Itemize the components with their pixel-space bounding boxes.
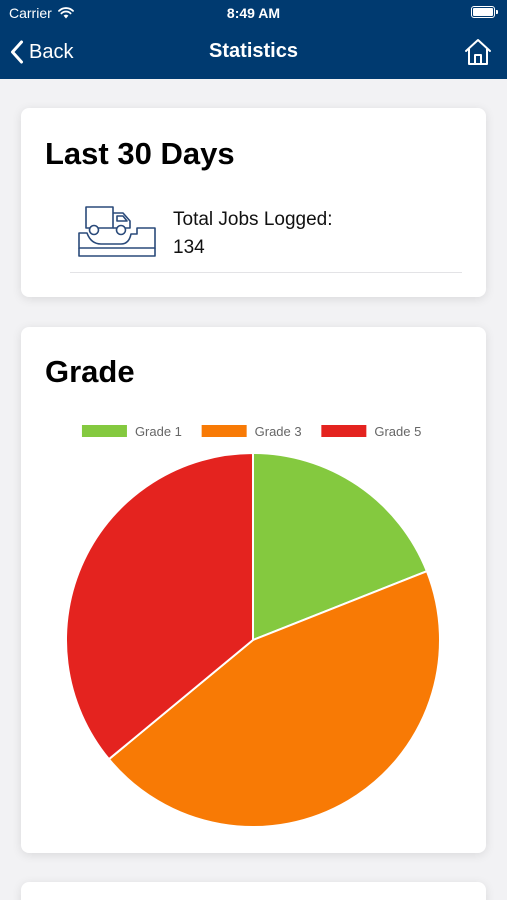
jobs-logged-value: 134 bbox=[173, 237, 205, 258]
back-button-label: Back bbox=[29, 40, 74, 63]
back-button[interactable]: Back bbox=[10, 36, 73, 68]
grade-pie-chart: Grade 1 Grade 3 Grade 5 bbox=[65, 424, 441, 828]
summary-card-title: Last 30 Days bbox=[45, 136, 235, 171]
chevron-left-icon bbox=[11, 40, 23, 64]
pie-slice-grade-3[interactable] bbox=[107, 569, 441, 828]
grade-card: Grade Grade 1 Grade 3 Grade 5 bbox=[21, 327, 486, 853]
grade-card-title: Grade bbox=[45, 354, 135, 389]
legend-swatch-3 bbox=[321, 425, 367, 437]
status-carrier: Carrier bbox=[9, 5, 74, 21]
page-title: Statistics bbox=[209, 40, 298, 62]
next-card bbox=[21, 882, 486, 900]
legend-swatch-2 bbox=[201, 425, 247, 437]
carrier-label: Carrier bbox=[9, 5, 52, 21]
app-header: Carrier 8:49 AM Back Statistics bbox=[0, 0, 507, 79]
battery-icon bbox=[471, 6, 498, 18]
truck-icon bbox=[78, 206, 156, 257]
jobs-logged-label: Total Jobs Logged: bbox=[173, 209, 333, 230]
jobs-logged-text: Total Jobs Logged: 134 bbox=[173, 206, 333, 262]
legend-swatch-1 bbox=[81, 425, 127, 437]
status-time: 8:49 AM bbox=[226, 5, 281, 21]
divider bbox=[70, 272, 462, 273]
jobs-logged-row: Total Jobs Logged: 134 bbox=[77, 204, 333, 262]
legend-label-2: Grade 3 bbox=[255, 424, 302, 439]
legend-label-3: Grade 5 bbox=[374, 424, 421, 439]
wifi-icon bbox=[57, 7, 74, 19]
legend-label-1: Grade 1 bbox=[135, 424, 182, 439]
home-icon[interactable] bbox=[463, 37, 493, 67]
pie-slice-grade-5[interactable] bbox=[65, 451, 254, 761]
summary-card: Last 30 Days Total Jobs Logged: 134 bbox=[21, 108, 486, 297]
pie-slice-grade-1[interactable] bbox=[252, 451, 429, 642]
